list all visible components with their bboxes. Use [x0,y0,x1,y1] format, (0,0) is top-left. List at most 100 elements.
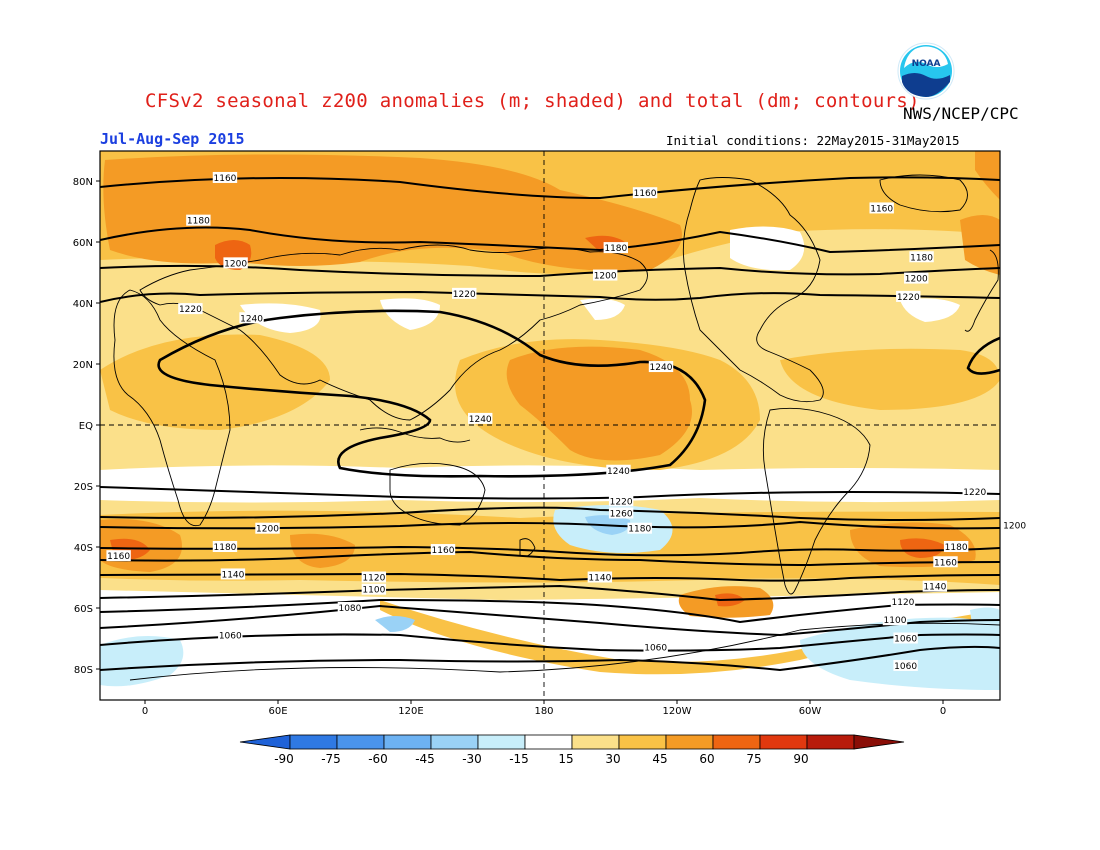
contour-label: 1220 [963,488,986,498]
lat-label-eq: EQ [79,421,93,432]
contour-label: 1060 [644,644,667,654]
contour-label-bg [1002,519,1027,531]
contour-label: 1180 [910,253,933,263]
contour-label: 1060 [894,662,917,672]
contour-label: 1220 [179,305,202,315]
colorbar-swatch [759,734,808,750]
colorbar-swatch [806,734,855,750]
colorbar-label: -15 [509,752,529,766]
contour-label: 1140 [588,574,611,584]
lat-label-20s: 20S [74,482,93,493]
contour-label-bg [106,550,131,562]
contour-label-bg [186,214,211,226]
lon-label-180: 180 [534,706,553,717]
contour-label: 1220 [610,497,633,507]
lon-labels: 0 60E 120E 180 120W 60W 0 [142,706,946,717]
contour-label: 1100 [362,586,385,596]
colorbar-swatch [524,734,573,750]
lon-label-0-left: 0 [142,706,148,717]
contour-label: 1180 [214,543,237,553]
contour-label-bg [178,303,203,315]
anomaly-shading [100,151,1000,700]
colorbar-min-arrow [239,734,291,750]
colorbar-swatch [289,734,338,750]
axis-ticks [96,180,944,704]
contour-label: 1080 [338,604,361,614]
contour-label-bg [223,257,248,269]
contour-label: 1260 [610,509,633,519]
contour-label-bg [882,614,908,626]
contour-label-bg [468,412,493,424]
contour-label-bg [239,312,264,324]
contour-label-bg [922,580,948,592]
contour-label-bg [430,544,456,556]
contour-label: 1180 [945,543,968,553]
lon-label-120e: 120E [398,706,423,717]
lat-label-60s: 60S [74,604,93,615]
contour-label: 1160 [214,174,237,184]
contour-label-bg [909,251,934,263]
lat-label-60n: 60N [73,238,93,249]
contour-label: 1060 [894,635,917,645]
colorbar-label: -60 [368,752,388,766]
lat-label-40s: 40S [74,543,93,554]
colorbar-label: -45 [415,752,435,766]
lon-label-120w: 120W [663,706,692,717]
contour-label-bg [361,571,387,583]
contour-label-bg [337,602,363,613]
colorbar-label: -90 [274,752,294,766]
contour-label: 1240 [650,363,673,373]
contour-label-bg [943,541,969,552]
contour-label-bg [893,659,918,671]
contour-label: 1060 [219,631,242,641]
contour-label-bg [904,272,929,284]
contour-label: 1160 [634,189,657,199]
contour-label-bg [632,187,658,199]
period-label: Jul-Aug-Sep 2015 [100,130,245,148]
contour-label-bg [896,290,921,302]
contour-label-bg [452,287,477,299]
initial-conditions-label: Initial conditions: 22May2015-31May2015 [666,133,960,148]
lon-label-60w: 60W [799,706,822,717]
lat-label-80s: 80S [74,665,93,676]
chart-title: CFSv2 seasonal z200 anomalies (m; shaded… [145,90,920,112]
colorbar-label: -30 [462,752,482,766]
lat-label-40n: 40N [73,299,93,310]
contour-label: 1240 [469,415,492,425]
contour-label-bg [893,632,918,644]
colorbar-swatch [712,734,761,750]
colorbar-label: 75 [746,752,761,766]
colorbar-label: 30 [605,752,620,766]
contour-label-bg [592,269,618,281]
lat-label-80n: 80N [73,177,93,188]
colorbar-swatch [571,734,620,750]
agency-label: NWS/NCEP/CPC [903,104,1019,123]
contour-label-bg [627,522,652,534]
contour-label-bg [608,507,634,519]
contour-label-bg [643,641,668,653]
contour-label-bg [608,495,634,507]
contour-label: 1200 [594,272,617,282]
colorbar-swatch [336,734,385,750]
contour-label-bg [962,486,987,498]
contour-label: 1200 [905,275,928,285]
colorbar-max-arrow [853,734,905,750]
contour-label: 1200 [1003,522,1026,532]
colorbar-label: 60 [699,752,714,766]
contour-label: 1200 [224,259,247,269]
colorbar-swatch [383,734,432,750]
contour-label: 1240 [607,467,630,477]
colorbar-label: -75 [321,752,341,766]
contour-label-bg [648,361,674,373]
contour-label: 1140 [923,583,946,593]
contour-label-bg [933,556,958,568]
contour-label-bg [218,629,243,641]
contour-label: 1220 [897,293,920,303]
colorbar-swatch [665,734,714,750]
contour-label: 1160 [107,552,130,562]
contour-label: 1100 [884,616,907,626]
lon-label-0-right: 0 [940,706,946,717]
contour-label: 1120 [362,574,385,584]
contour-label-bg [869,202,894,214]
